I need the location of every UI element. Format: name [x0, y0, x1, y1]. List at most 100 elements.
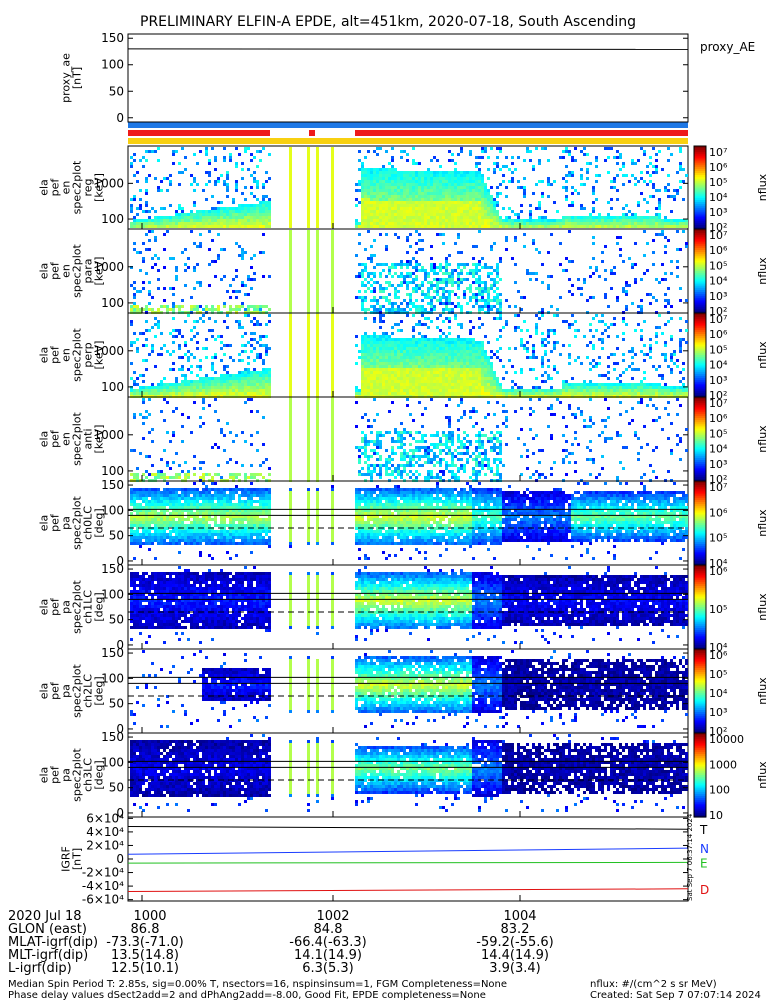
pef-en-perp-cell	[463, 380, 466, 383]
pef-en-reg-cell	[229, 225, 232, 228]
pef-en-para-cell	[418, 305, 421, 308]
pef-en-para-cell	[394, 308, 397, 311]
pef-en-reg-cell	[544, 210, 547, 213]
pef-en-reg-cell	[589, 162, 592, 165]
pef-en-perp-cell	[202, 383, 205, 386]
pef-en-para-colorbar-tick-label: 10⁶	[709, 244, 728, 257]
pef-en-reg-cell	[448, 222, 451, 225]
pef-en-perp-cell	[214, 392, 217, 395]
pef-en-reg-cell	[418, 180, 421, 183]
pef-en-reg-cell	[250, 204, 253, 207]
pef-en-para-cell	[442, 281, 445, 284]
pef-en-perp-cell	[457, 374, 460, 377]
pef-en-reg-cell	[196, 216, 199, 219]
pef-en-para-cell	[385, 308, 388, 311]
pef-en-reg-cell	[481, 201, 484, 204]
pef-en-perp-cell	[541, 380, 544, 383]
pef-en-reg-cell	[442, 180, 445, 183]
pef-en-para-cell	[403, 281, 406, 284]
pef-en-reg-cell	[472, 204, 475, 207]
pef-en-para-cell	[262, 275, 265, 278]
pef-en-perp-cell	[463, 377, 466, 380]
pef-en-perp-cell	[460, 368, 463, 371]
pef-en-para-cell	[238, 254, 241, 257]
pef-en-reg-cell	[640, 177, 643, 180]
pef-en-perp-cell	[514, 389, 517, 392]
pef-en-reg-cell	[442, 183, 445, 186]
pef-en-perp-cell	[289, 335, 292, 338]
pef-en-reg-cell	[571, 204, 574, 207]
pef-en-para-cell	[499, 257, 502, 260]
pef-en-reg-cell	[394, 195, 397, 198]
pef-en-reg-cell	[565, 165, 568, 168]
pef-en-para-cell	[316, 266, 319, 269]
pef-en-perp-cell	[544, 371, 547, 374]
pef-en-para-cell	[592, 236, 595, 239]
pef-en-reg-cell	[577, 225, 580, 228]
pef-en-para-cell	[400, 308, 403, 311]
pef-en-para-cell	[478, 293, 481, 296]
pef-en-perp-cell	[442, 374, 445, 377]
pef-en-perp-cell	[418, 386, 421, 389]
pef-en-perp-cell	[220, 335, 223, 338]
pef-en-reg-cell	[229, 159, 232, 162]
pef-en-reg-cell	[253, 222, 256, 225]
pef-en-reg-cell	[619, 168, 622, 171]
pef-en-para-cell	[403, 299, 406, 302]
pef-en-reg-cell	[514, 219, 517, 222]
pef-en-para-cell	[511, 257, 514, 260]
pef-en-reg-cell	[499, 168, 502, 171]
pef-en-perp-cell	[331, 335, 334, 338]
pef-en-para-cell	[592, 272, 595, 275]
pef-en-reg-cell	[412, 177, 415, 180]
pef-en-para-cell	[649, 302, 652, 305]
pef-en-perp-cell	[391, 362, 394, 365]
pef-en-reg-cell	[484, 204, 487, 207]
pef-en-perp-cell	[259, 323, 262, 326]
pef-en-reg-cell	[526, 222, 529, 225]
pef-en-para-cell	[379, 263, 382, 266]
pef-en-reg-cell	[370, 207, 373, 210]
pef-en-perp-cell	[409, 383, 412, 386]
pef-en-reg-cell	[247, 207, 250, 210]
pef-en-perp-cell	[373, 374, 376, 377]
pef-en-para-cell	[391, 266, 394, 269]
pef-en-perp-cell	[574, 392, 577, 395]
pef-en-para-cell	[307, 266, 310, 269]
pef-en-perp-cell	[463, 341, 466, 344]
pef-en-perp-cell	[370, 365, 373, 368]
pef-en-para-cell	[157, 287, 160, 290]
pef-en-reg-cell	[268, 216, 271, 219]
pef-en-reg-cell	[562, 216, 565, 219]
pef-en-perp-cell	[493, 389, 496, 392]
pef-en-perp-cell	[139, 386, 142, 389]
pef-en-perp-cell	[406, 389, 409, 392]
pef-en-reg-cell	[205, 150, 208, 153]
pef-en-para-cell	[487, 302, 490, 305]
pef-en-perp-cell	[478, 383, 481, 386]
pef-en-reg-cell	[427, 222, 430, 225]
pef-en-reg-cell	[658, 219, 661, 222]
pef-en-perp-cell	[370, 374, 373, 377]
pef-en-reg-cell	[634, 162, 637, 165]
pef-en-perp-cell	[391, 389, 394, 392]
pef-en-perp-cell	[400, 341, 403, 344]
pef-en-perp-cell	[409, 341, 412, 344]
pef-en-perp-cell	[265, 389, 268, 392]
pef-en-reg-cell	[523, 222, 526, 225]
pef-en-perp-cell	[169, 368, 172, 371]
pef-en-perp-cell	[385, 344, 388, 347]
pef-en-reg-cell	[466, 216, 469, 219]
pef-en-reg-cell	[439, 207, 442, 210]
pef-en-reg-cell	[649, 219, 652, 222]
pef-en-perp-cell	[232, 386, 235, 389]
pef-en-para-cell	[289, 245, 292, 248]
pef-en-perp-cell	[223, 383, 226, 386]
pef-en-reg-cell	[364, 171, 367, 174]
pef-en-perp-cell	[247, 386, 250, 389]
pef-en-reg-cell	[487, 198, 490, 201]
pef-en-reg-cell	[373, 225, 376, 228]
pef-en-reg-cell	[487, 207, 490, 210]
pef-en-perp-cell	[592, 359, 595, 362]
pef-en-perp-cell	[586, 389, 589, 392]
